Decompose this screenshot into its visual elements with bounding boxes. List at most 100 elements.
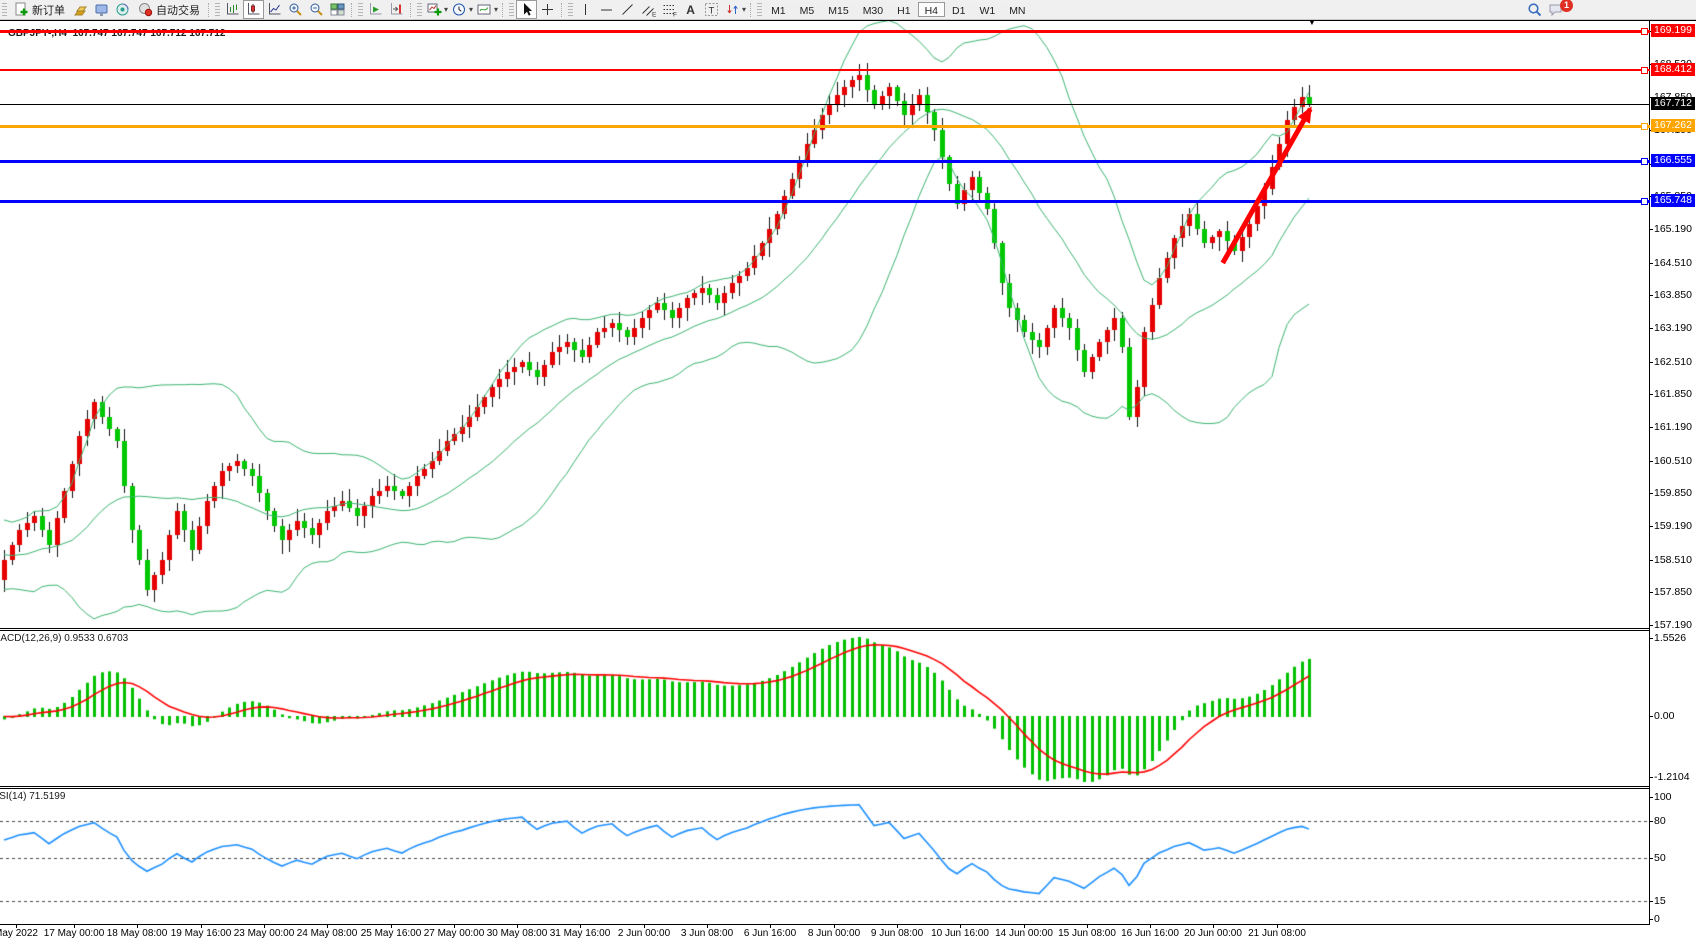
- periods-dropdown-caret[interactable]: ▾: [469, 5, 474, 14]
- time-axis-tick: [1024, 925, 1025, 928]
- rsi-axis-value: 50: [1654, 852, 1666, 864]
- price-tick-label: 163.850: [1654, 289, 1692, 301]
- chart-title: GBPJPY-,H4 167.747 167.747 167.712 167.7…: [8, 28, 225, 39]
- market-watch-icon[interactable]: [70, 0, 91, 19]
- trendline-icon[interactable]: [617, 0, 638, 19]
- price-tick-mark: [1649, 427, 1653, 428]
- arrows-icon[interactable]: [722, 0, 743, 19]
- horizontal-line-166.555[interactable]: [0, 160, 1650, 163]
- toolbar-grip[interactable]: [509, 2, 515, 17]
- toolbar-grip[interactable]: [215, 2, 220, 17]
- time-axis-label: 19 May 16:00: [170, 928, 232, 939]
- macd-panel-canvas[interactable]: [0, 631, 1650, 786]
- price-tick-mark: [1649, 493, 1653, 494]
- bar-chart-icon[interactable]: [222, 0, 243, 19]
- horizontal-line-168.412[interactable]: [0, 69, 1650, 71]
- fibonacci-icon[interactable]: F: [659, 0, 680, 19]
- line-marker: [1641, 28, 1648, 35]
- templates-icon[interactable]: [474, 0, 495, 19]
- rsi-tick-mark: [1649, 858, 1653, 859]
- crosshair-icon[interactable]: [537, 0, 558, 19]
- line-chart-icon[interactable]: [264, 0, 285, 19]
- text-icon[interactable]: A: [680, 0, 701, 19]
- price-tick-mark: [1649, 263, 1653, 264]
- timeframe-m1-button[interactable]: M1: [764, 2, 793, 17]
- time-axis-tick: [391, 925, 392, 928]
- timeframe-m5-button[interactable]: M5: [792, 2, 822, 17]
- macd-tick-mark: [1649, 777, 1653, 778]
- new-order-button[interactable]: 新订单: [9, 1, 70, 18]
- rsi-tick-mark: [1649, 821, 1653, 822]
- toolbar-grip[interactable]: [2, 2, 7, 17]
- autotrading-button[interactable]: 自动交易: [133, 1, 205, 18]
- templates-dropdown-caret[interactable]: ▾: [494, 5, 499, 14]
- price-tick-mark: [1649, 394, 1653, 395]
- navigator-icon[interactable]: [91, 0, 112, 19]
- price-tick-mark: [1649, 526, 1653, 527]
- time-axis[interactable]: [0, 925, 1696, 944]
- arrows-dropdown-caret[interactable]: ▾: [742, 5, 747, 14]
- equidistant-channel-icon[interactable]: E: [638, 0, 659, 19]
- notifications-icon[interactable]: 1: [1545, 0, 1573, 19]
- svg-text:T: T: [709, 6, 715, 17]
- time-axis-label: 21 Jun 08:00: [1248, 928, 1306, 939]
- timeframe-w1-button[interactable]: W1: [972, 2, 1003, 17]
- chart-shift-icon[interactable]: [386, 0, 407, 19]
- price-tick-label: 162.510: [1654, 356, 1692, 368]
- timeframe-m30-button[interactable]: M30: [855, 2, 891, 17]
- signals-icon[interactable]: [112, 0, 133, 19]
- text-label-icon[interactable]: T: [701, 0, 722, 19]
- cursor-icon[interactable]: [516, 0, 538, 19]
- time-axis-tick: [1087, 925, 1088, 928]
- toolbar-grip[interactable]: [358, 2, 363, 17]
- toolbar-grip[interactable]: [417, 2, 422, 17]
- timeframe-h1-button[interactable]: H1: [890, 2, 918, 17]
- chart-macd-separator[interactable]: [0, 628, 1650, 629]
- timeframe-mn-button[interactable]: MN: [1002, 2, 1033, 17]
- price-tag-169.199: 169.199: [1651, 24, 1695, 37]
- price-tick-mark: [1649, 592, 1653, 593]
- timeframe-h4-button[interactable]: H4: [917, 2, 945, 17]
- horizontal-line-169.199[interactable]: [0, 30, 1650, 33]
- autotrading-label: 自动交易: [156, 4, 200, 17]
- time-axis-tick: [1277, 925, 1278, 928]
- vertical-line-icon[interactable]: [575, 0, 596, 19]
- main-chart-canvas[interactable]: [0, 21, 1650, 628]
- horizontal-line-icon[interactable]: [596, 0, 617, 19]
- periods-icon[interactable]: [449, 0, 470, 19]
- search-icon[interactable]: [1524, 0, 1545, 19]
- price-tick-label: 165.190: [1654, 223, 1692, 235]
- rsi-tick-mark: [1649, 919, 1653, 920]
- time-axis-tick: [960, 925, 961, 928]
- auto-scroll-icon[interactable]: [365, 0, 386, 19]
- macd-rsi-separator[interactable]: [0, 786, 1650, 787]
- timeframe-m15-button[interactable]: M15: [821, 2, 856, 17]
- time-axis-tick: [707, 925, 708, 928]
- time-axis-tick: [580, 925, 581, 928]
- time-axis-tick: [1150, 925, 1151, 928]
- time-axis-tick: [1213, 925, 1214, 928]
- time-axis-label: 15 Jun 08:00: [1058, 928, 1116, 939]
- rsi-panel-canvas[interactable]: [0, 789, 1650, 924]
- time-axis-label: 2 Jun 00:00: [617, 928, 671, 939]
- zoom-out-icon[interactable]: [306, 0, 327, 19]
- macd-axis-value: 0.00: [1654, 710, 1675, 722]
- toolbar-grip[interactable]: [568, 2, 574, 17]
- time-axis-label: 8 Jun 00:00: [807, 928, 861, 939]
- new-chart-icon[interactable]: [424, 0, 445, 19]
- zoom-in-icon[interactable]: [285, 0, 306, 19]
- rsi-axis-value: 15: [1654, 895, 1666, 907]
- candlestick-chart-icon[interactable]: [243, 0, 264, 19]
- tile-windows-icon[interactable]: [327, 0, 348, 19]
- timeframe-d1-button[interactable]: D1: [945, 2, 973, 17]
- rsi-indicator-label: RSI(14) 71.5199: [0, 791, 66, 802]
- rsi-tick-mark: [1649, 901, 1653, 902]
- new-chart-dropdown-caret[interactable]: ▾: [444, 5, 449, 14]
- toolbar-grip[interactable]: [757, 2, 763, 17]
- horizontal-line-165.748[interactable]: [0, 200, 1650, 203]
- price-tag-165.748: 165.748: [1651, 194, 1695, 207]
- horizontal-line-167.712[interactable]: [0, 104, 1650, 105]
- time-axis-tick: [770, 925, 771, 928]
- price-tick-mark: [1649, 328, 1653, 329]
- horizontal-line-167.262[interactable]: [0, 125, 1650, 128]
